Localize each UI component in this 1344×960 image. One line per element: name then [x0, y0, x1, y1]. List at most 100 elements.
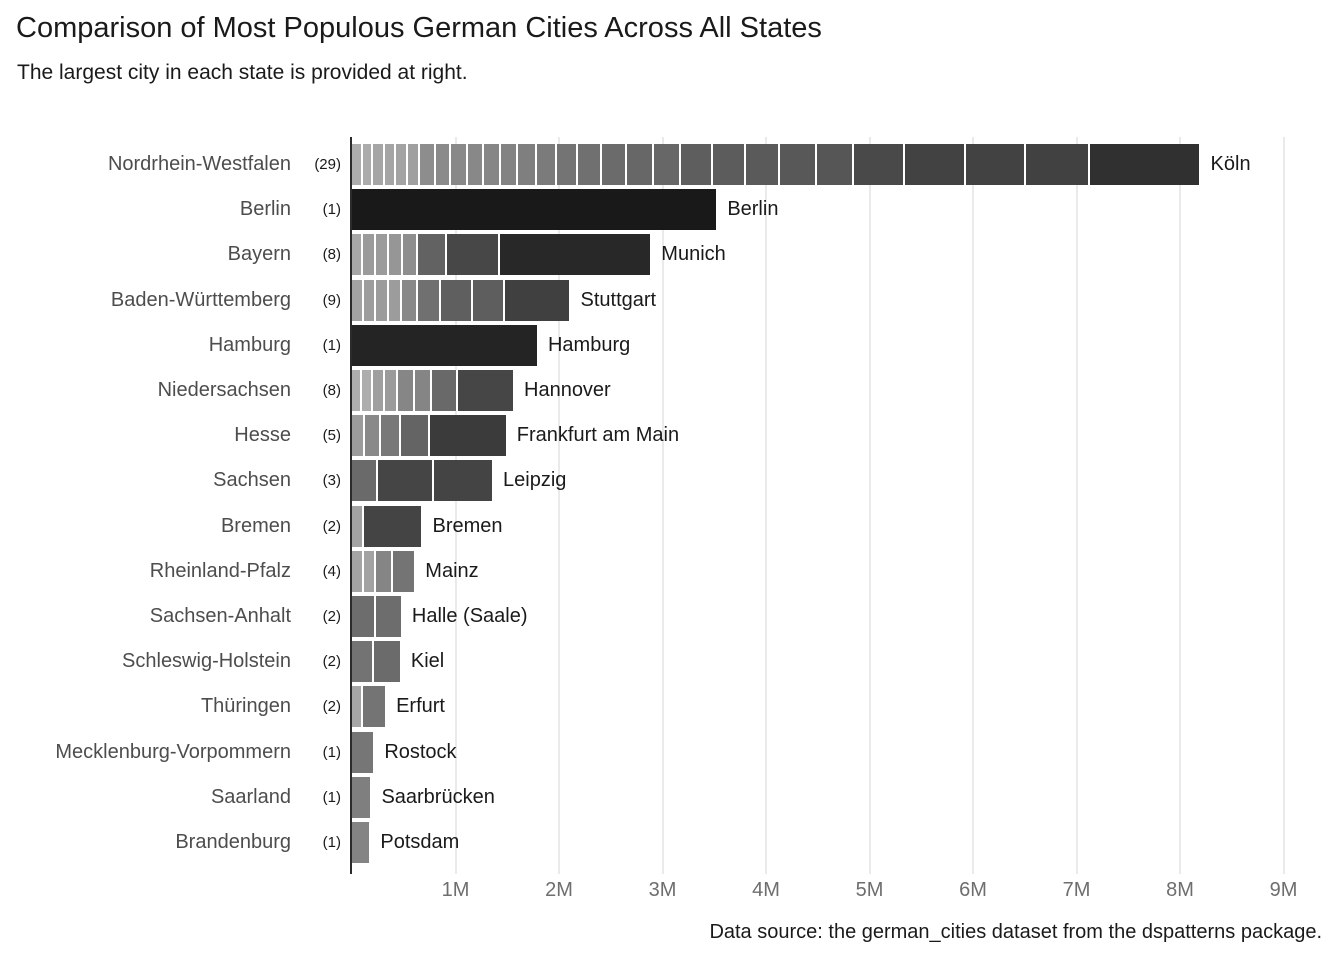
state-row: Mecklenburg-Vorpommern (1) Rostock	[0, 731, 1344, 773]
stacked-bar	[352, 324, 537, 366]
largest-city-label: Hamburg	[547, 333, 631, 356]
state-label: Brandenburg	[175, 831, 291, 853]
largest-city-label: Köln	[1210, 153, 1251, 175]
x-gridline	[1075, 137, 1078, 874]
bar-segment	[518, 144, 537, 185]
bar-segment	[420, 144, 436, 185]
bar-segment	[352, 776, 371, 818]
bar-segment	[376, 279, 390, 321]
largest-city-label: Saarbrücken	[381, 785, 495, 808]
bar-segment	[431, 370, 458, 411]
stacked-bar	[352, 415, 506, 457]
city-count-label: (8)	[322, 246, 341, 264]
city-count-label: (1)	[322, 788, 341, 806]
bar-segment	[467, 144, 484, 185]
city-count-label: (1)	[322, 201, 341, 219]
bar-segment	[401, 415, 430, 457]
state-row: Saarland (1) Saarbrücken	[0, 776, 1344, 818]
state-row: Niedersachsen (8) Hannover	[0, 370, 1344, 411]
stacked-bar	[352, 279, 570, 321]
bar-segment	[352, 415, 365, 457]
x-gridline	[661, 137, 664, 874]
bar-segment	[362, 144, 374, 185]
largest-city-label: Mainz	[425, 559, 479, 582]
bar-segment	[352, 144, 363, 185]
stacked-bar	[352, 144, 1200, 185]
bar-segment	[457, 370, 513, 411]
chart-subtitle: The largest city in each state is provid…	[17, 61, 468, 84]
stacked-bar	[352, 550, 415, 592]
city-count-label: (9)	[322, 291, 341, 309]
state-label: Bayern	[227, 243, 291, 266]
bar-segment	[389, 279, 402, 321]
bar-segment	[375, 550, 393, 592]
x-gridline	[1179, 137, 1181, 874]
bar-segment	[905, 144, 966, 185]
x-tick-label: 1M	[441, 879, 470, 901]
bar-segment	[352, 596, 377, 637]
chart-title: Comparison of Most Populous German Citie…	[16, 12, 822, 44]
bar-segment	[352, 234, 364, 276]
bar-segment	[434, 460, 493, 502]
largest-city-label: Erfurt	[396, 695, 445, 718]
bar-segment	[965, 144, 1027, 185]
state-row: Sachsen (3) Leipzig	[0, 460, 1344, 502]
bar-segment	[816, 144, 855, 185]
state-row: Bremen (2) Bremen	[0, 505, 1344, 547]
bar-segment	[854, 144, 906, 185]
bar-segment	[374, 641, 400, 683]
x-gridline	[868, 137, 871, 874]
bar-segment	[396, 144, 409, 185]
largest-city-label: Bremen	[432, 514, 503, 537]
bar-segment	[363, 279, 377, 321]
stacked-bar	[352, 234, 651, 276]
state-row: Schleswig-Holstein (2) Kiel	[0, 641, 1344, 683]
x-tick-label: 9M	[1269, 879, 1298, 901]
x-tick-label: 7M	[1062, 879, 1091, 901]
bar-segment	[745, 144, 781, 185]
state-label: Sachsen	[213, 469, 291, 492]
bar-segment	[435, 144, 452, 185]
largest-city-label: Hannover	[524, 379, 611, 401]
bar-segment	[352, 641, 375, 683]
bar-segment	[627, 144, 654, 185]
state-row: Nordrhein-Westfalen (29) Köln	[0, 144, 1344, 185]
stacked-bar	[352, 505, 422, 547]
state-label: Nordrhein-Westfalen	[107, 153, 291, 175]
bar-segment	[451, 144, 468, 185]
bar-segment	[352, 731, 374, 773]
bar-segment	[352, 822, 370, 863]
bar-segment	[402, 234, 418, 276]
bar-segment	[352, 460, 378, 502]
largest-city-label: Rostock	[384, 740, 457, 763]
state-label: Rheinland-Pfalz	[149, 559, 291, 582]
x-gridline	[558, 137, 560, 874]
largest-city-label: Frankfurt am Main	[516, 424, 680, 447]
x-gridline	[454, 137, 457, 874]
bar-segment	[352, 505, 364, 547]
state-label: Niedersachsen	[157, 379, 291, 401]
x-tick-label: 5M	[855, 879, 884, 901]
bar-segment	[1089, 144, 1200, 185]
stacked-bar	[352, 370, 513, 411]
bar-segment	[352, 550, 364, 592]
bar-segment	[362, 370, 373, 411]
city-count-label: (2)	[322, 608, 341, 625]
largest-city-label: Kiel	[410, 650, 445, 673]
x-tick-label: 6M	[959, 879, 987, 901]
x-tick-label: 4M	[752, 879, 780, 901]
bar-segment	[352, 189, 717, 231]
state-row: Berlin (1) Berlin	[0, 189, 1344, 231]
bar-segment	[352, 324, 537, 366]
largest-city-label: Leipzig	[503, 469, 567, 492]
state-row: Hamburg (1) Hamburg	[0, 324, 1344, 366]
stacked-bar	[352, 596, 401, 637]
state-label: Schleswig-Holstein	[122, 650, 291, 673]
city-count-label: (3)	[322, 472, 341, 490]
bar-segment	[680, 144, 713, 185]
state-label: Bremen	[220, 514, 291, 537]
x-tick-label: 8M	[1166, 879, 1194, 901]
city-count-label: (2)	[322, 653, 341, 671]
city-count-label: (2)	[322, 517, 341, 535]
bar-segment	[377, 460, 435, 502]
